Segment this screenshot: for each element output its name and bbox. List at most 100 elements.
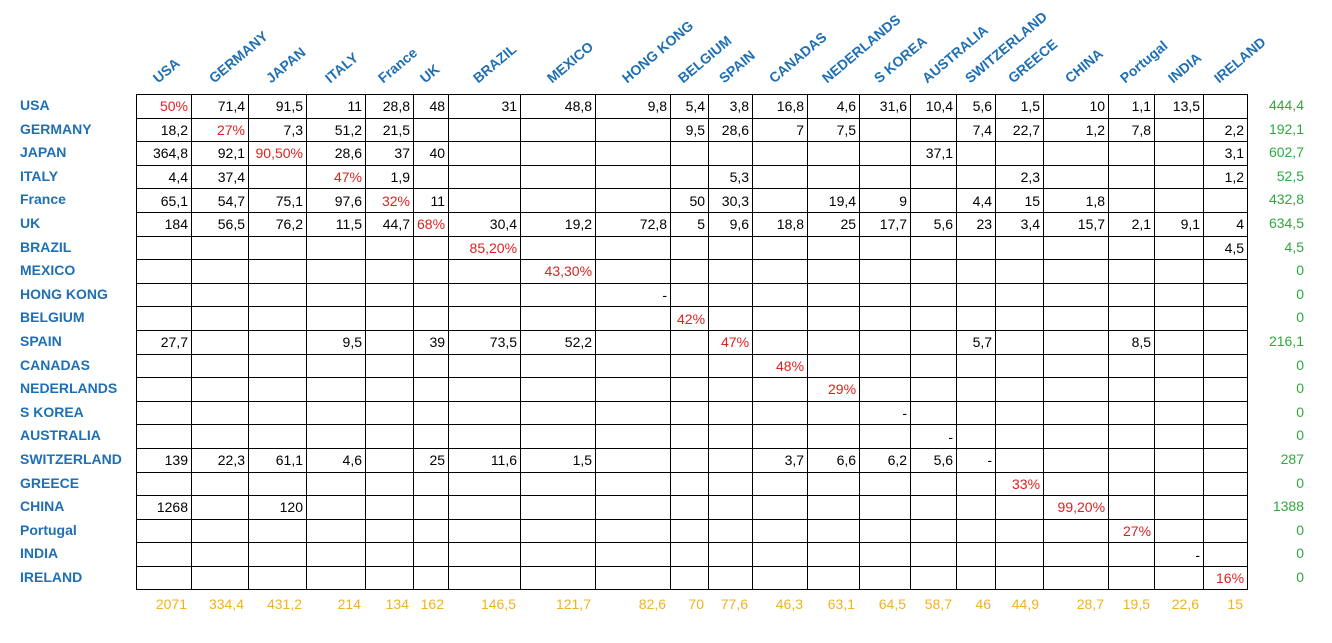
table-cell — [995, 565, 1045, 591]
table-cell — [752, 471, 809, 497]
table-cell: 42% — [670, 306, 710, 331]
table-cell — [995, 353, 1045, 379]
table-cell: 37,1 — [910, 141, 958, 166]
table-cell: - — [956, 447, 997, 473]
row-label: BELGIUM — [20, 309, 85, 326]
table-cell — [412, 471, 450, 497]
table-cell — [1043, 518, 1110, 544]
row-total: 0 — [1296, 521, 1304, 538]
table-cell — [412, 353, 450, 379]
row-label: ITALY — [20, 167, 59, 184]
table-cell — [365, 447, 414, 473]
table-cell — [365, 471, 414, 497]
row-label: GERMANY — [20, 120, 92, 137]
table-cell — [708, 235, 754, 261]
table-cell: 11,6 — [448, 447, 522, 473]
table-cell — [448, 353, 522, 379]
table-cell — [708, 565, 754, 591]
table-cell — [995, 495, 1045, 520]
table-cell — [136, 400, 192, 426]
table-cell: - — [859, 400, 912, 426]
column-total: 146,5 — [480, 596, 516, 612]
table-row: 18,2 27% 7,3 51,2 21,5 9,5 28,6 7 7,5 7,4 22,7 1,2 7… — [136, 117, 1249, 143]
table-cell — [910, 282, 958, 308]
table-cell — [191, 353, 249, 379]
table-cell — [306, 259, 366, 284]
table-cell — [859, 329, 912, 355]
column-header: France — [374, 44, 421, 86]
table-cell — [520, 542, 597, 567]
table-cell — [412, 377, 450, 402]
table-cell — [365, 377, 414, 402]
table-cell — [448, 495, 522, 520]
table-cell — [995, 518, 1045, 544]
table-cell — [412, 424, 450, 449]
table-cell — [365, 259, 414, 284]
table-cell — [1108, 495, 1156, 520]
table-cell — [670, 424, 710, 449]
table-cell — [191, 306, 249, 331]
table-cell — [807, 542, 861, 567]
table-row: 27,7 9,5 39 73,5 52,2 47% 5,7 8,5 — [136, 329, 1249, 355]
table-cell — [248, 565, 307, 591]
table-cell — [248, 424, 307, 449]
table-row: 16% — [136, 565, 1249, 591]
table-cell — [306, 424, 366, 449]
row-label: MEXICO — [20, 262, 76, 279]
table-cell — [910, 471, 958, 497]
table-cell — [708, 400, 754, 426]
table-cell: - — [1154, 542, 1205, 567]
table-cell — [708, 377, 754, 402]
column-header: BRAZIL — [469, 40, 520, 86]
table-cell — [1154, 565, 1205, 591]
table-cell — [956, 306, 997, 331]
table-cell — [1154, 235, 1205, 261]
table-cell: 6,6 — [807, 447, 861, 473]
table-cell — [1203, 400, 1249, 426]
table-cell: 39 — [412, 329, 450, 355]
column-total: 70 — [688, 596, 704, 612]
row-label: CHINA — [20, 498, 65, 515]
row-label: USA — [20, 97, 50, 113]
table-cell — [136, 282, 192, 308]
table-cell: 65,1 — [136, 188, 192, 213]
table-cell: 17,7 — [859, 211, 912, 237]
table-cell — [520, 495, 597, 520]
table-cell — [191, 495, 249, 520]
table-cell — [191, 282, 249, 308]
table-cell — [448, 518, 522, 544]
column-total: 431,2 — [266, 596, 302, 612]
table-cell — [191, 377, 249, 402]
table-cell — [1043, 306, 1110, 331]
row-label: France — [20, 191, 66, 208]
row-total: 0 — [1296, 545, 1304, 562]
table-cell — [910, 542, 958, 567]
table-cell — [956, 542, 997, 567]
table-cell — [595, 117, 672, 143]
table-cell — [708, 141, 754, 166]
table-cell — [956, 424, 997, 449]
row-total: 192,1 — [1268, 120, 1304, 137]
table-cell: 37 — [365, 141, 414, 166]
table-row: 42% — [136, 306, 1249, 331]
table-cell — [248, 353, 307, 379]
table-cell: 30,3 — [708, 188, 754, 213]
table-cell: 19,2 — [520, 211, 597, 237]
table-cell — [1108, 400, 1156, 426]
table-cell: 50 — [670, 188, 710, 213]
table-cell — [412, 495, 450, 520]
table-cell: 22,3 — [191, 447, 249, 473]
table-cell — [1043, 282, 1110, 308]
table-cell — [1203, 447, 1249, 473]
table-cell — [365, 353, 414, 379]
table-cell: 56,5 — [191, 211, 249, 237]
column-total: 19,5 — [1122, 596, 1150, 612]
table-cell — [859, 565, 912, 591]
table-cell — [670, 377, 710, 402]
table-cell: - — [595, 282, 672, 308]
row-total: 0 — [1296, 356, 1304, 373]
table-cell — [708, 518, 754, 544]
table-cell — [248, 164, 307, 190]
table-cell — [412, 164, 450, 190]
table-cell — [248, 235, 307, 261]
